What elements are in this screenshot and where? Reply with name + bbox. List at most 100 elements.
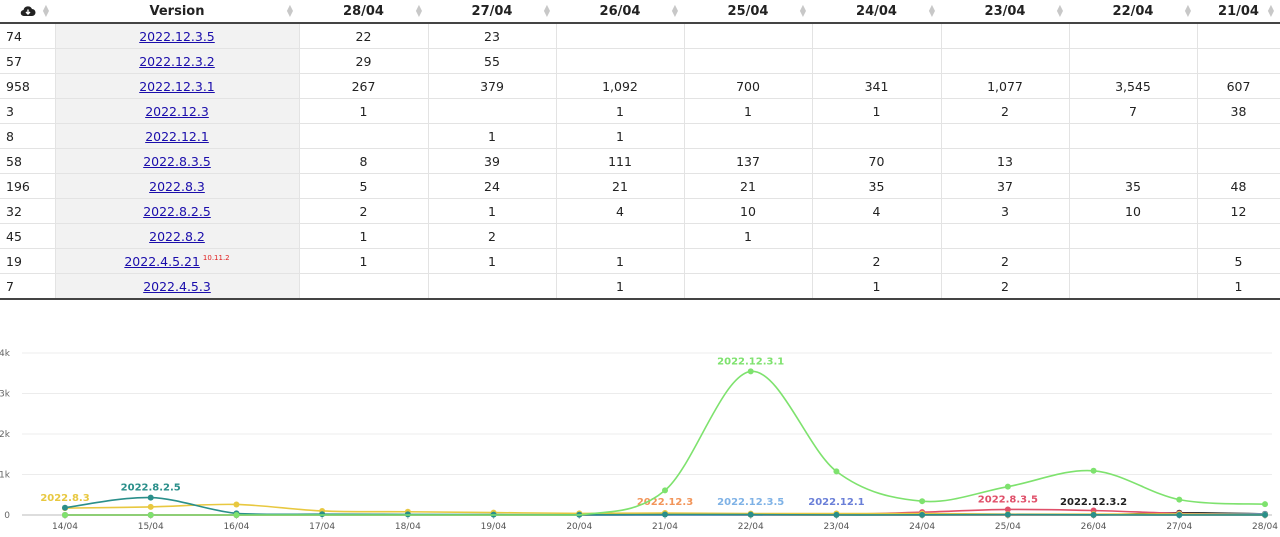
date-column-header[interactable]: 28/04 ▲ ▼ [299, 0, 428, 24]
x-tick-label: 23/04 [823, 522, 849, 532]
daily-count-cell: 10 [684, 198, 813, 224]
daily-count-cell: 3,545 [1069, 73, 1198, 99]
daily-count-cell: 1 [812, 98, 942, 124]
date-column-header[interactable]: 21/04 ▲ ▼ [1197, 0, 1280, 24]
x-tick-label: 18/04 [395, 522, 421, 532]
date-column-header[interactable]: 26/04 ▲ ▼ [556, 0, 684, 24]
downloads-column-header[interactable]: ▲ ▼ [0, 0, 55, 24]
daily-count-cell: 39 [428, 148, 557, 174]
data-point[interactable] [1176, 511, 1183, 518]
version-link[interactable]: 2022.8.2.5 [143, 203, 211, 219]
date-column-header[interactable]: 24/04 ▲ ▼ [812, 0, 941, 24]
data-point[interactable] [919, 511, 926, 518]
version-link[interactable]: 2022.12.3.2 [139, 53, 215, 69]
table-header-row: ▲ ▼ Version ▲ ▼ 28/04 ▲ ▼ 27/04 ▲ ▼ 26/04 ▲ ▼ 25/04… [0, 0, 1280, 24]
x-tick-label: 19/04 [481, 522, 507, 532]
daily-count-cell: 1 [428, 248, 557, 274]
daily-count-cell: 2 [812, 248, 942, 274]
data-point[interactable] [1090, 511, 1097, 518]
version-badge: 10.11.2 [202, 253, 230, 262]
data-point[interactable] [147, 494, 154, 501]
version-link[interactable]: 2022.12.3.1 [139, 78, 215, 94]
data-point[interactable] [1176, 496, 1183, 503]
daily-count-cell [941, 223, 1070, 249]
daily-count-cell [1197, 23, 1280, 49]
data-point[interactable] [62, 504, 68, 511]
date-column-header[interactable]: 25/04 ▲ ▼ [684, 0, 812, 24]
data-point[interactable] [319, 511, 326, 518]
version-link[interactable]: 2022.4.5.21 [124, 253, 200, 269]
y-tick-label: 3k [0, 390, 11, 400]
daily-count-cell: 1,077 [941, 73, 1070, 99]
x-tick-label: 28/04 [1252, 522, 1278, 532]
data-point[interactable] [233, 501, 240, 508]
daily-count-cell: 38 [1197, 98, 1280, 124]
daily-count-cell: 3 [941, 198, 1070, 224]
daily-count-cell: 2 [428, 223, 557, 249]
data-point[interactable] [147, 512, 154, 518]
daily-count-cell: 10 [1069, 198, 1198, 224]
version-column-header[interactable]: Version ▲ ▼ [55, 0, 299, 24]
data-point[interactable] [833, 511, 840, 518]
version-link[interactable]: 2022.8.3 [149, 178, 205, 194]
daily-count-cell: 5 [1197, 248, 1280, 274]
data-point[interactable] [1090, 467, 1097, 474]
table-row: 8 2022.12.1 1 1 [0, 123, 1280, 149]
data-point[interactable] [1004, 483, 1011, 490]
version-link[interactable]: 2022.8.3.5 [143, 153, 211, 169]
data-point[interactable] [833, 468, 840, 475]
daily-count-cell: 37 [941, 173, 1070, 199]
data-point[interactable] [1262, 501, 1268, 508]
data-point[interactable] [147, 503, 154, 510]
daily-count-cell: 21 [684, 173, 813, 199]
data-point[interactable] [747, 511, 754, 518]
version-cell: 2022.12.1 [55, 123, 300, 149]
version-cell: 2022.8.2.5 [55, 198, 300, 224]
table-row: 74 2022.12.3.5 22 23 [0, 23, 1280, 49]
sort-icon: ▲ ▼ [799, 3, 806, 18]
version-link[interactable]: 2022.8.2 [149, 228, 205, 244]
version-link[interactable]: 2022.12.1 [145, 128, 209, 144]
daily-count-cell: 1 [812, 273, 942, 300]
version-link[interactable]: 2022.4.5.3 [143, 278, 211, 294]
table-body: 74 2022.12.3.5 22 23 57 2022.12.3.2 29 55 958 202… [0, 23, 1280, 300]
daily-count-cell [428, 273, 557, 300]
version-cell: 2022.12.3 [55, 98, 300, 124]
sort-icon: ▲ ▼ [1267, 3, 1274, 18]
daily-count-cell: 379 [428, 73, 557, 99]
data-point[interactable] [1262, 511, 1268, 518]
version-link[interactable]: 2022.12.3.5 [139, 28, 215, 44]
download-count-cell: 196 [0, 173, 56, 199]
daily-count-cell: 24 [428, 173, 557, 199]
version-cell: 2022.12.3.2 [55, 48, 300, 74]
data-point[interactable] [233, 512, 240, 518]
daily-count-cell [1197, 48, 1280, 74]
data-point[interactable] [62, 512, 68, 518]
daily-count-cell [941, 23, 1070, 49]
daily-count-cell: 21 [556, 173, 685, 199]
daily-count-cell [941, 123, 1070, 149]
data-point[interactable] [919, 498, 926, 505]
data-point[interactable] [662, 487, 668, 494]
downloads-line-chart: 0 1k 2k 3k 4k 14/04 15/04 16/04 17/04 18/04 19/04 2… [0, 349, 1278, 532]
data-point[interactable] [662, 511, 668, 518]
data-point[interactable] [747, 368, 754, 375]
daily-count-cell: 4 [812, 198, 942, 224]
daily-count-cell: 1,092 [556, 73, 685, 99]
table-row: 32 2022.8.2.5 2 1 4 10 4 3 10 12 [0, 198, 1280, 224]
series-line [65, 370, 1266, 516]
series-label: 2022.12.3 [637, 497, 693, 508]
data-point[interactable] [1004, 511, 1011, 518]
y-tick-label: 4k [0, 349, 11, 359]
version-link[interactable]: 2022.12.3 [145, 103, 209, 119]
daily-count-cell: 7 [1069, 98, 1198, 124]
table-row: 196 2022.8.3 5 24 21 21 35 37 35 48 [0, 173, 1280, 199]
date-column-header[interactable]: 22/04 ▲ ▼ [1069, 0, 1197, 24]
daily-count-cell: 111 [556, 148, 685, 174]
date-column-header[interactable]: 23/04 ▲ ▼ [941, 0, 1069, 24]
series-label: 2022.12.3.1 [717, 356, 784, 367]
sort-icon: ▲ ▼ [671, 3, 678, 18]
date-column-header[interactable]: 27/04 ▲ ▼ [428, 0, 556, 24]
daily-count-cell: 2 [941, 248, 1070, 274]
data-point[interactable] [1004, 506, 1011, 513]
